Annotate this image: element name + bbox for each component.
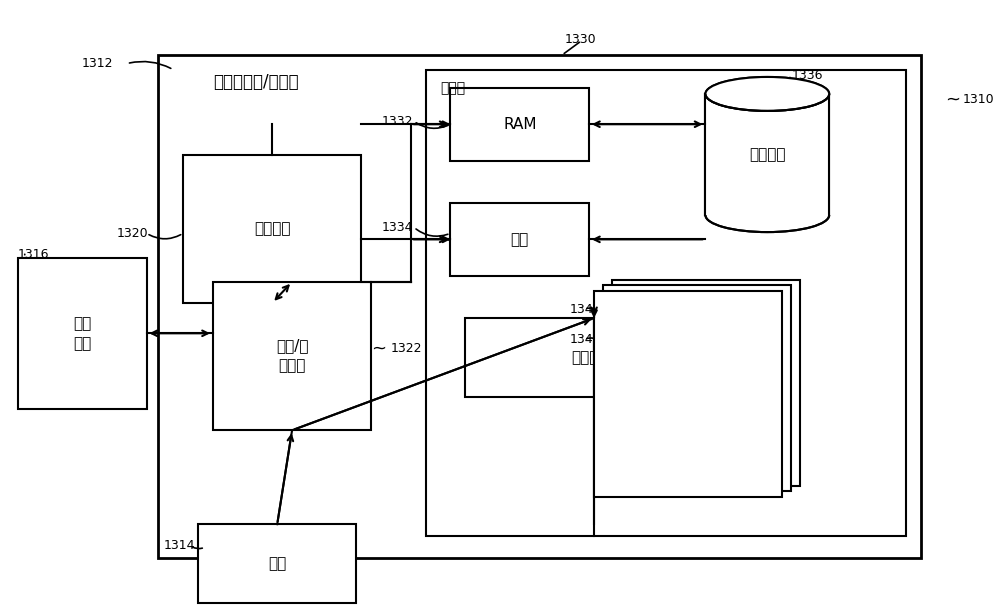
Text: ~: ~ <box>721 348 736 367</box>
Bar <box>465 318 723 397</box>
Text: 1324: 1324 <box>741 351 772 364</box>
Text: 1336: 1336 <box>792 69 824 82</box>
Text: 1312: 1312 <box>81 57 113 70</box>
Ellipse shape <box>705 77 829 111</box>
Ellipse shape <box>705 77 829 111</box>
Bar <box>612 280 800 486</box>
Text: 缓存: 缓存 <box>511 232 529 247</box>
Text: ~: ~ <box>946 91 961 109</box>
Text: 1320: 1320 <box>117 227 148 240</box>
Text: RAM: RAM <box>503 117 537 132</box>
Text: 存储器: 存储器 <box>441 81 466 95</box>
Text: 1332: 1332 <box>381 115 413 128</box>
Bar <box>603 285 791 491</box>
Text: 输入/输
出接口: 输入/输 出接口 <box>276 339 308 373</box>
Bar <box>426 70 906 536</box>
Ellipse shape <box>705 77 829 111</box>
Text: 1322: 1322 <box>391 342 423 355</box>
Bar <box>594 291 782 497</box>
Bar <box>158 55 921 558</box>
Text: 1342: 1342 <box>569 333 601 346</box>
Text: 存储系统: 存储系统 <box>749 147 786 162</box>
Bar <box>450 88 589 161</box>
Bar <box>183 155 361 303</box>
Bar <box>450 203 589 276</box>
Text: 1330: 1330 <box>564 33 596 46</box>
Text: 计算机系统/服务器: 计算机系统/服务器 <box>213 73 298 91</box>
Text: 1340: 1340 <box>569 302 601 316</box>
Text: 网络适配器: 网络适配器 <box>571 350 617 365</box>
Text: 1314: 1314 <box>163 539 195 552</box>
Bar <box>705 94 829 232</box>
Text: 处理单元: 处理单元 <box>254 221 291 236</box>
Bar <box>213 282 371 430</box>
Text: 显示
设备: 显示 设备 <box>73 316 91 351</box>
Text: ~: ~ <box>371 339 386 358</box>
Text: 1316: 1316 <box>18 248 49 261</box>
Text: 1310: 1310 <box>962 93 994 107</box>
Text: 1334: 1334 <box>381 221 413 234</box>
Bar <box>198 524 356 603</box>
Bar <box>18 258 147 409</box>
Text: 外设: 外设 <box>268 556 286 571</box>
